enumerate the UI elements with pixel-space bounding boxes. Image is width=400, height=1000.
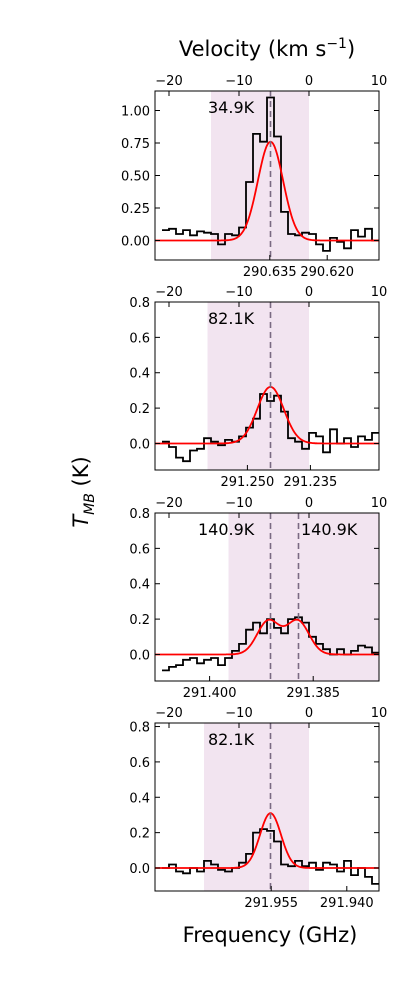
temperature-annotation: 140.9K bbox=[198, 520, 255, 539]
gaussian-fit bbox=[155, 140, 379, 242]
velocity-tick-label: −20 bbox=[155, 285, 182, 300]
frequency-tick-label: 291.955 bbox=[244, 896, 298, 911]
frequency-tick-label: 290.635 bbox=[243, 265, 297, 280]
y-tick-label: 0.75 bbox=[121, 137, 150, 152]
gaussian-fit bbox=[155, 385, 379, 445]
y-tick-label: 0.4 bbox=[129, 791, 150, 806]
velocity-tick-label: 0 bbox=[305, 706, 313, 721]
y-tick-label: 0.0 bbox=[129, 437, 150, 452]
frequency-axis-title: Frequency (GHz) bbox=[183, 923, 358, 947]
frequency-tick-label: 290.620 bbox=[300, 265, 354, 280]
velocity-tick-label: 10 bbox=[371, 496, 388, 511]
velocity-tick-label: −20 bbox=[155, 496, 182, 511]
temperature-annotation: 82.1K bbox=[208, 730, 255, 749]
frequency-tick-label: 291.250 bbox=[221, 475, 275, 490]
y-tick-label: 0.6 bbox=[129, 756, 150, 771]
temperature-annotation: 140.9K bbox=[301, 520, 358, 539]
spectrum-panel-3: 0.0 0.2 0.4 0.6 0.8 −20 −10 0 10 291.400 291.385 14… bbox=[129, 496, 387, 701]
velocity-tick-label: 10 bbox=[371, 74, 388, 89]
velocity-band bbox=[204, 723, 309, 891]
velocity-band bbox=[228, 513, 379, 681]
y-tick-label: 0.6 bbox=[129, 331, 150, 346]
y-tick-label: 0.8 bbox=[129, 721, 150, 736]
velocity-tick-label: −10 bbox=[225, 74, 252, 89]
velocity-tick-label: −10 bbox=[225, 496, 252, 511]
velocity-band bbox=[211, 91, 309, 260]
y-axis-title: TMB (K) bbox=[69, 456, 98, 527]
velocity-tick-label: 10 bbox=[371, 285, 388, 300]
y-tick-label: 0.2 bbox=[129, 613, 150, 628]
y-tick-label: 0.4 bbox=[129, 367, 150, 382]
velocity-tick-label: −20 bbox=[155, 706, 182, 721]
y-tick-label: 0.8 bbox=[129, 507, 150, 522]
velocity-tick-label: 0 bbox=[305, 74, 313, 89]
frequency-tick-label: 291.400 bbox=[183, 686, 237, 701]
spectrum-panel-1: 0.00 0.25 0.50 0.75 1.00 −20 −10 0 10 290.635 290.… bbox=[121, 74, 387, 280]
velocity-tick-label: −20 bbox=[155, 74, 182, 89]
frequency-tick-label: 291.940 bbox=[320, 896, 374, 911]
spectrum-panel-2: 0.0 0.2 0.4 0.6 0.8 −20 −10 0 10 291.250 291.235 82… bbox=[129, 285, 387, 490]
velocity-tick-label: 10 bbox=[371, 706, 388, 721]
y-tick-label: 0.2 bbox=[129, 827, 150, 842]
frequency-tick-label: 291.385 bbox=[286, 686, 340, 701]
y-tick-label: 0.0 bbox=[129, 862, 150, 877]
y-tick-label: 0.25 bbox=[121, 202, 150, 217]
panel-frame bbox=[154, 722, 380, 892]
y-tick-label: 0.50 bbox=[121, 170, 150, 185]
y-tick-label: 0.4 bbox=[129, 578, 150, 593]
temperature-annotation: 82.1K bbox=[208, 309, 255, 328]
observed-spectrum bbox=[162, 96, 379, 252]
y-tick-label: 0.2 bbox=[129, 402, 150, 417]
y-tick-label: 0.0 bbox=[129, 648, 150, 663]
velocity-tick-label: 0 bbox=[305, 496, 313, 511]
y-tick-label: 0.8 bbox=[129, 296, 150, 311]
frequency-tick-label: 291.235 bbox=[284, 475, 338, 490]
velocity-tick-label: −10 bbox=[225, 285, 252, 300]
velocity-tick-label: 0 bbox=[305, 285, 313, 300]
y-tick-label: 0.6 bbox=[129, 542, 150, 557]
panel-frame bbox=[154, 512, 380, 682]
velocity-tick-label: −10 bbox=[225, 706, 252, 721]
y-tick-label: 0.00 bbox=[121, 235, 150, 250]
velocity-axis-title: Velocity (km s−1) bbox=[179, 36, 355, 61]
temperature-annotation: 34.9K bbox=[208, 98, 255, 117]
observed-spectrum bbox=[162, 828, 379, 885]
spectrum-panel-4: 0.0 0.2 0.4 0.6 0.8 −20 −10 0 10 291.955 291.940 82… bbox=[129, 706, 387, 911]
gaussian-fit bbox=[155, 618, 379, 656]
gaussian-fit bbox=[155, 812, 379, 869]
panel-frame bbox=[154, 301, 380, 471]
y-tick-label: 1.00 bbox=[121, 105, 150, 120]
